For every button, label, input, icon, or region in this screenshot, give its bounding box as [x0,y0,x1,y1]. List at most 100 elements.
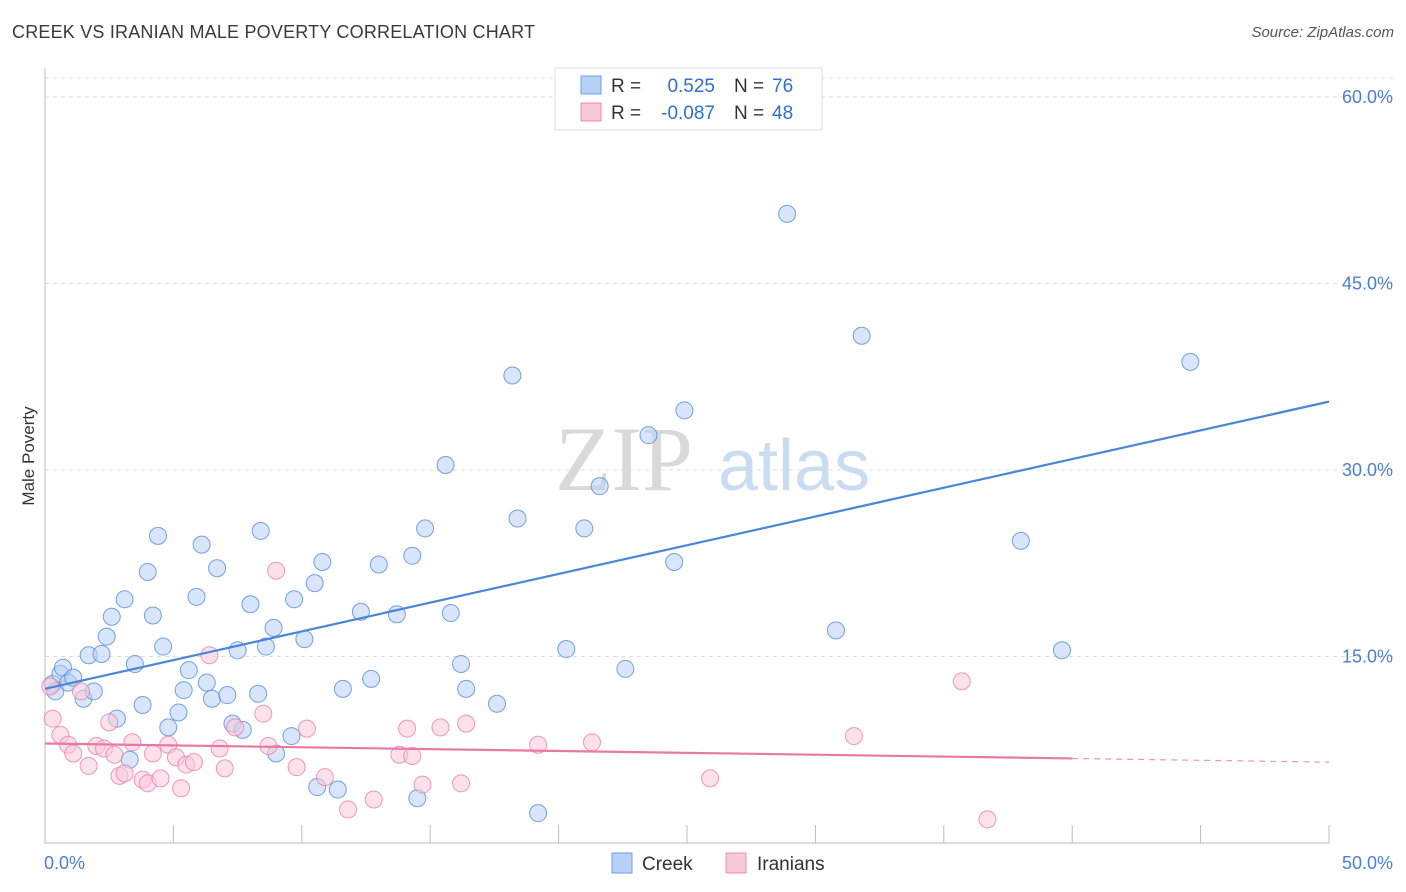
point-creek [313,553,332,572]
point-creek [616,659,635,678]
point-creek [452,654,471,673]
legend-swatch-creek [580,75,602,95]
point-iranians [339,800,358,819]
point-iranians [43,709,62,728]
y-tick-label: 45.0% [1342,274,1393,294]
legend-r-value-creek: 0.525 [667,76,715,97]
point-creek [159,718,178,737]
y-axis-title: Male Poverty [19,406,38,506]
point-iranians [115,764,134,783]
point-iranians [210,739,229,758]
chart-source: Source: ZipAtlas.com [1251,24,1394,41]
point-creek [508,509,527,528]
point-creek [487,694,506,713]
point-iranians [226,718,245,737]
point-iranians [71,682,90,701]
point-creek [1052,641,1071,660]
point-creek [403,546,422,565]
point-creek [197,673,216,692]
tick-labels: 15.0% 30.0% 45.0% 60.0% 0.0% 50.0% [44,87,1393,873]
point-creek [826,621,845,640]
watermark-zip: ZIP [555,408,693,510]
point-iranians [151,769,170,788]
point-creek [92,645,111,664]
point-iranians [123,733,142,752]
point-creek [115,590,134,609]
point-creek [675,401,694,420]
legend-r-label-iranians: R = [611,103,641,124]
point-iranians [529,735,548,754]
point-iranians [105,745,124,764]
y-tick-label: 30.0% [1342,460,1393,480]
legend-n-value-iranians: 48 [772,103,793,124]
legend-n-value-creek: 76 [772,76,793,97]
point-iranians [254,704,273,723]
point-creek [169,703,188,722]
point-creek [202,689,221,708]
point-creek [590,477,609,496]
point-creek [133,695,152,714]
trend-lines [44,400,1330,763]
bottom-legend: Creek Iranians [611,852,825,875]
point-iranians [364,790,383,809]
point-creek [351,602,370,621]
point-creek [102,607,121,626]
point-iranians [64,744,83,763]
chart-title: CREEK VS IRANIAN MALE POVERTY CORRELATIO… [12,22,536,42]
point-iranians [297,719,316,738]
point-creek [179,661,198,680]
bottom-legend-label-iranians: Iranians [757,854,825,875]
x-tick-label-start: 0.0% [44,853,85,873]
point-creek [1011,531,1030,550]
point-iranians [403,746,422,765]
point-creek [282,727,301,746]
point-creek [529,804,548,823]
point-creek [362,669,381,688]
point-iranians [184,753,203,772]
point-creek [285,590,304,609]
point-creek [441,603,460,622]
bottom-legend-swatch-iranians [725,852,747,874]
x-tick-label-end: 50.0% [1342,853,1393,873]
point-creek [665,553,684,572]
point-iranians [844,727,863,746]
point-iranians [413,775,432,794]
point-creek [639,426,658,445]
trend-line-iranians-extension [1072,757,1330,763]
point-creek [416,519,435,538]
point-creek [503,366,522,385]
point-creek [264,618,283,637]
point-iranians [457,714,476,733]
top-legend: R = 0.525 N = 76 R = -0.087 N = 48 [554,67,823,131]
point-iranians [701,769,720,788]
bottom-legend-swatch-creek [611,852,633,874]
trend-line-creek [44,400,1330,690]
point-creek [251,521,270,540]
point-creek [305,574,324,593]
point-creek [457,679,476,698]
point-creek [369,555,388,574]
point-iranians [431,718,450,737]
point-iranians [200,646,219,665]
point-iranians [215,759,234,778]
bottom-legend-label-creek: Creek [642,854,693,875]
point-iranians [582,733,601,752]
point-iranians [287,758,306,777]
point-creek [138,562,157,581]
axes [44,68,1330,844]
point-creek [852,326,871,345]
point-creek [249,684,268,703]
point-creek [778,204,797,223]
point-iranians [143,744,162,763]
legend-n-label-iranians: N = [734,103,764,124]
point-creek [208,559,227,578]
point-iranians [315,768,334,787]
point-creek [97,627,116,646]
point-creek [187,587,206,606]
point-iranians [172,779,191,798]
point-creek [557,640,576,659]
point-iranians [100,713,119,732]
data-points [41,204,1200,829]
point-iranians [452,774,471,793]
